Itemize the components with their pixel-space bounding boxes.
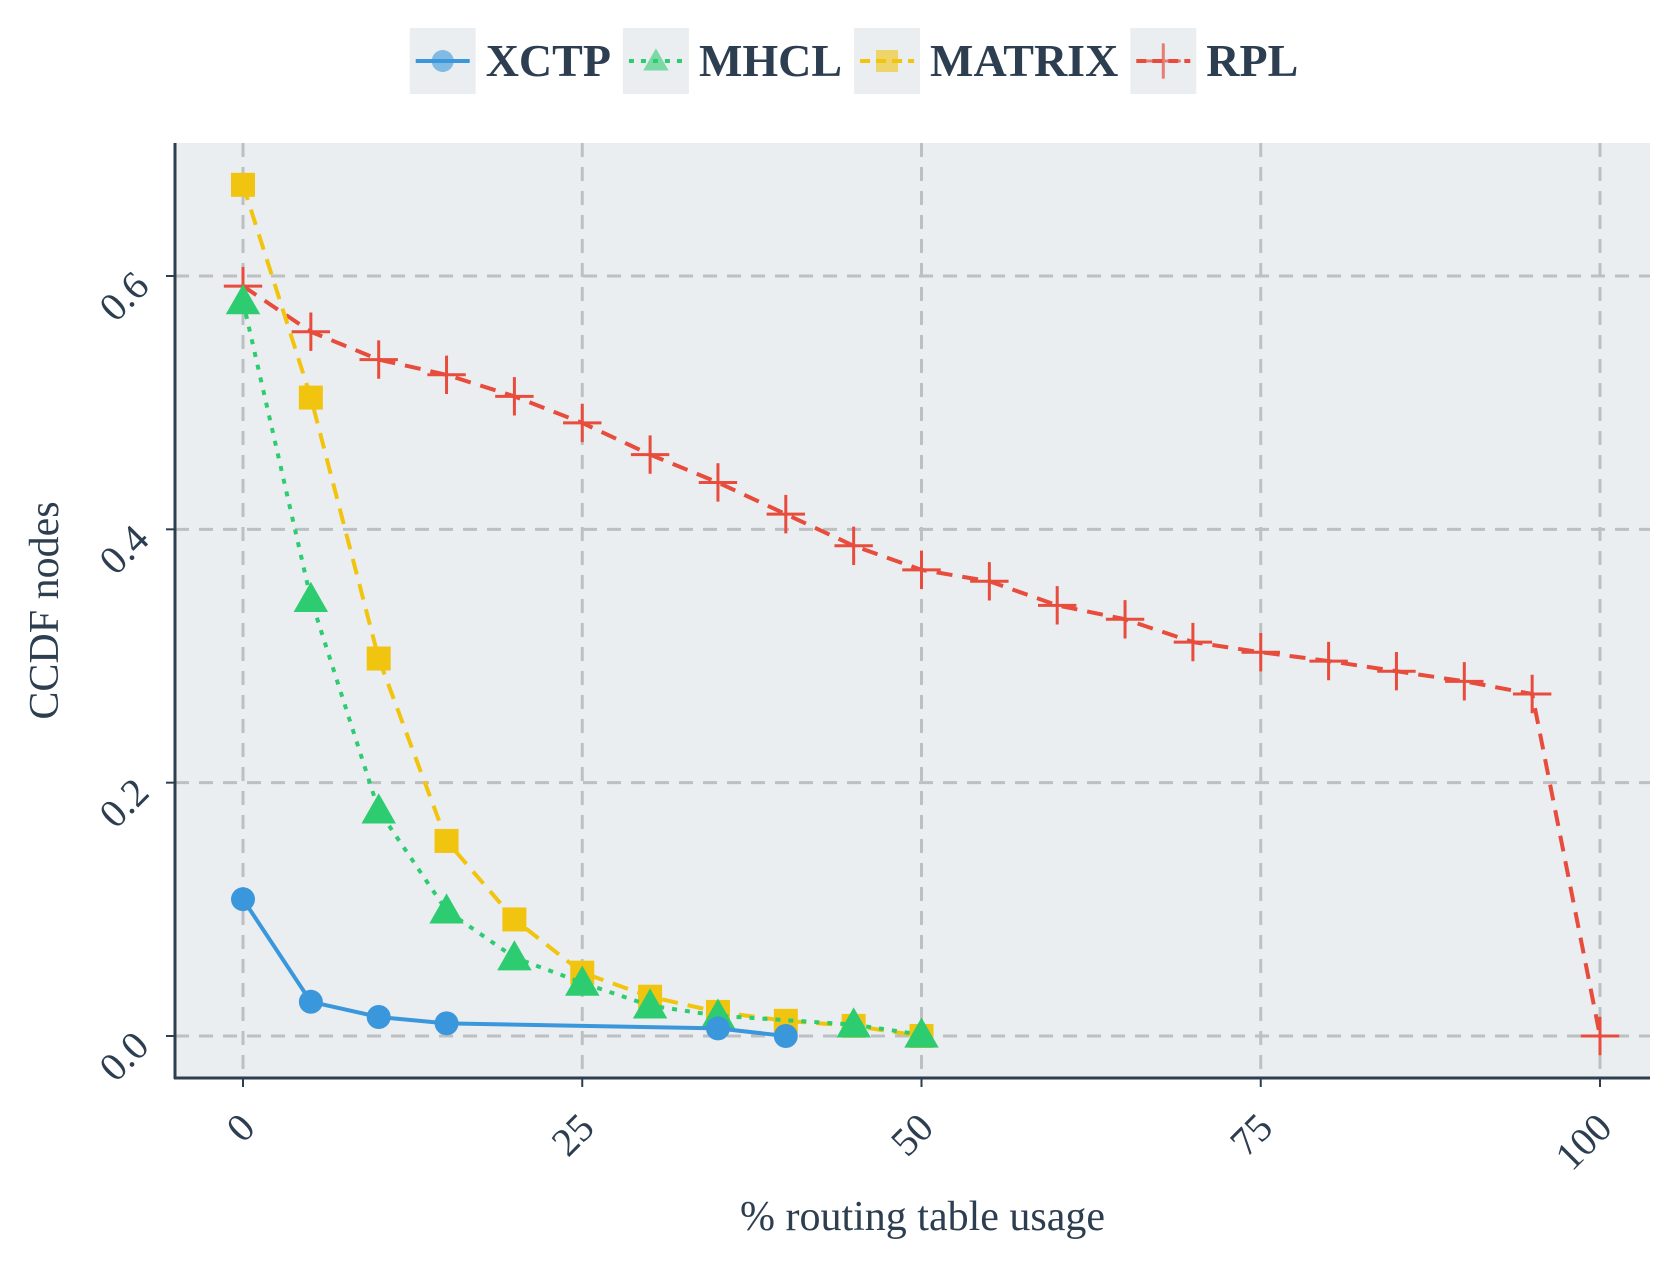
- legend-marker-matrix: [876, 50, 899, 72]
- x-tick-label: 100: [1546, 1105, 1620, 1179]
- point-xctp: [705, 1016, 730, 1041]
- x-tick-label: 75: [1221, 1105, 1281, 1165]
- axes: [166, 143, 1650, 1087]
- point-mhcl: [225, 284, 261, 315]
- point-mhcl: [497, 940, 532, 971]
- point-rpl: [1173, 622, 1213, 662]
- x-tick-label: 50: [882, 1105, 942, 1165]
- point-rpl: [563, 403, 602, 443]
- legend-marker-rpl: [1145, 43, 1181, 79]
- point-rpl: [495, 377, 534, 416]
- point-mhcl: [565, 965, 600, 996]
- point-mhcl: [293, 581, 329, 612]
- legend-item-matrix: MATRIX: [854, 28, 1118, 94]
- legend: XCTP MHCL MATRIX RPL: [409, 28, 1298, 94]
- series-layer: [223, 172, 1620, 1056]
- series-line-matrix: [241, 184, 922, 1038]
- point-rpl: [359, 340, 398, 379]
- point-rpl: [1580, 1016, 1620, 1056]
- point-xctp: [298, 989, 323, 1014]
- x-tick-label: 0: [217, 1105, 263, 1151]
- point-rpl: [427, 355, 466, 394]
- point-rpl: [766, 494, 805, 534]
- legend-label-matrix: MATRIX: [930, 35, 1118, 86]
- legend-marker-xctp: [431, 50, 454, 72]
- legend-item-rpl: RPL: [1130, 28, 1298, 94]
- series-line-mhcl: [241, 300, 922, 1037]
- x-axis-title: % routing table usage: [740, 1194, 1105, 1240]
- legend-item-xctp: XCTP: [409, 28, 611, 94]
- y-axis-title: CCDF nodes: [22, 501, 68, 719]
- point-rpl: [1512, 674, 1552, 714]
- point-mhcl: [361, 793, 396, 824]
- point-rpl: [834, 526, 873, 565]
- series-xctp: [231, 887, 798, 1048]
- point-rpl: [698, 463, 738, 502]
- point-matrix: [434, 828, 459, 853]
- point-mhcl: [836, 1007, 871, 1038]
- plot-panel: [175, 143, 1650, 1078]
- point-rpl: [630, 435, 670, 474]
- point-rpl: [902, 550, 941, 590]
- legend-label-mhcl: MHCL: [699, 35, 842, 86]
- point-xctp: [773, 1024, 798, 1048]
- x-tick-label: 25: [543, 1105, 603, 1165]
- y-tick-label: 0.4: [90, 516, 157, 583]
- point-rpl: [1105, 600, 1145, 639]
- legend-item-mhcl: MHCL: [622, 28, 842, 94]
- grid-lines: [175, 143, 1650, 1078]
- point-xctp: [366, 1005, 391, 1029]
- point-mhcl: [429, 893, 464, 924]
- point-rpl: [1445, 662, 1484, 701]
- point-mhcl: [632, 988, 668, 1019]
- point-matrix: [366, 646, 391, 671]
- series-rpl: [223, 266, 1620, 1056]
- point-rpl: [1377, 652, 1416, 691]
- point-rpl: [1309, 641, 1348, 681]
- point-rpl: [291, 312, 331, 351]
- y-tick-label: 0.0: [90, 1023, 157, 1090]
- point-matrix: [231, 172, 255, 197]
- point-matrix: [298, 385, 323, 410]
- point-matrix: [502, 907, 527, 932]
- y-tick-label: 0.2: [90, 769, 157, 836]
- point-xctp: [231, 887, 255, 912]
- point-rpl: [970, 562, 1009, 601]
- legend-label-rpl: RPL: [1206, 35, 1298, 86]
- point-rpl: [1038, 586, 1077, 625]
- legend-marker-mhcl: [643, 48, 669, 71]
- y-tick-label: 0.6: [90, 263, 157, 330]
- point-xctp: [434, 1011, 459, 1036]
- legend-label-xctp: XCTP: [486, 35, 611, 86]
- point-rpl: [1241, 633, 1280, 672]
- point-mhcl: [904, 1017, 939, 1048]
